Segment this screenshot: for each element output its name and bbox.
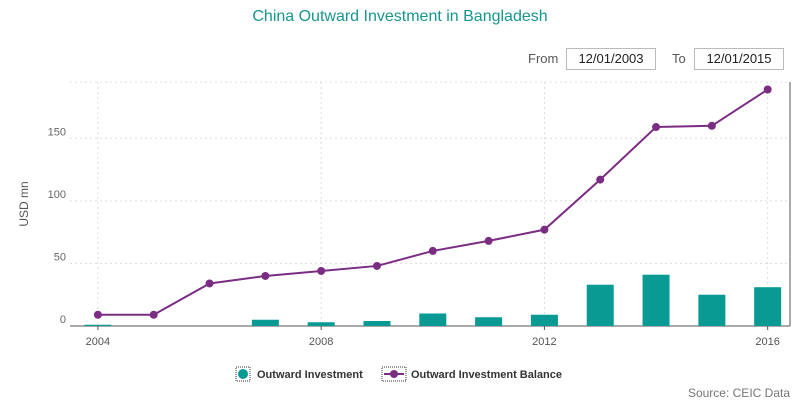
point-outward-investment-balance-2012 — [540, 225, 549, 234]
legend-item-outward-investment-balance: Outward Investment Balance — [381, 366, 562, 382]
y-tick-label: 100 — [48, 189, 66, 201]
y-tick-label: 0 — [60, 314, 66, 326]
point-outward-investment-balance-2009 — [372, 261, 381, 270]
bar-outward-investment-2012 — [530, 314, 558, 326]
y-axis-title: USD mn — [17, 181, 31, 226]
bar-outward-investment-2015 — [698, 294, 726, 326]
point-outward-investment-balance-2011 — [484, 236, 493, 245]
from-label: From — [528, 51, 559, 66]
to-date-input[interactable]: 12/01/2015 — [694, 48, 784, 70]
point-outward-investment-balance-2015 — [707, 121, 716, 130]
bar-outward-investment-2007 — [251, 319, 279, 326]
bar-outward-investment-2014 — [642, 274, 670, 326]
legend-swatch-bar — [238, 369, 248, 379]
legend-swatch-marker — [390, 370, 398, 378]
x-tick-label: 2016 — [755, 336, 779, 348]
from-date-input[interactable]: 12/01/2003 — [566, 48, 656, 70]
legend-label-outward-investment: Outward Investment — [257, 369, 363, 381]
point-outward-investment-balance-2007 — [261, 271, 270, 280]
point-outward-investment-balance-2013 — [596, 175, 605, 184]
point-outward-investment-balance-2004 — [93, 310, 102, 319]
bar-outward-investment-2011 — [475, 317, 503, 326]
to-label: To — [672, 51, 686, 66]
y-tick-label: 150 — [48, 126, 66, 138]
point-outward-investment-balance-2008 — [317, 266, 326, 275]
point-outward-investment-balance-2010 — [428, 246, 437, 255]
legend-swatch-frame — [235, 366, 251, 382]
bar-outward-investment-2010 — [419, 313, 447, 326]
x-tick-label: 2004 — [86, 336, 110, 348]
source-note: Source: CEIC Data — [687, 386, 790, 400]
legend-label-outward-investment-balance: Outward Investment Balance — [411, 369, 562, 381]
x-tick-label: 2008 — [309, 336, 333, 348]
bar-outward-investment-2008 — [307, 322, 335, 326]
bar-outward-investment-2004 — [84, 324, 112, 326]
point-outward-investment-balance-2014 — [652, 123, 661, 132]
bar-outward-investment-2013 — [586, 284, 614, 326]
point-outward-investment-balance-2005 — [149, 310, 158, 319]
line-outward-investment-balance — [97, 88, 769, 316]
x-tick-label: 2012 — [532, 336, 556, 348]
point-outward-investment-balance-2006 — [205, 279, 214, 288]
chart-title: China Outward Investment in Bangladesh — [252, 8, 548, 25]
point-outward-investment-balance-2016 — [763, 85, 772, 94]
legend-swatch-frame — [381, 366, 407, 382]
bar-outward-investment-2009 — [363, 320, 391, 326]
bar-outward-investment-2016 — [754, 287, 782, 326]
y-tick-label: 50 — [54, 251, 66, 263]
legend-item-outward-investment: Outward Investment — [235, 366, 363, 382]
